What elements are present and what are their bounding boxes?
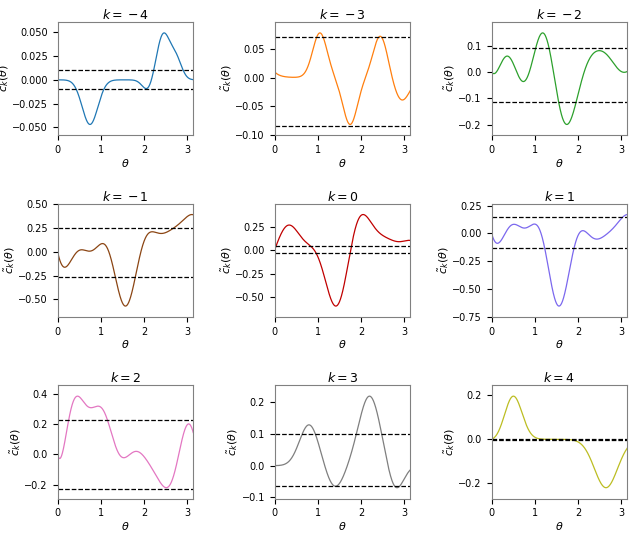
X-axis label: $\theta$: $\theta$ (121, 520, 130, 532)
X-axis label: $\theta$: $\theta$ (338, 338, 347, 350)
Y-axis label: $\tilde{c}_k(\theta)$: $\tilde{c}_k(\theta)$ (442, 65, 457, 93)
Y-axis label: $\tilde{c}_k(\theta)$: $\tilde{c}_k(\theta)$ (219, 65, 234, 93)
X-axis label: $\theta$: $\theta$ (121, 338, 130, 350)
X-axis label: $\theta$: $\theta$ (338, 520, 347, 532)
Y-axis label: $\tilde{c}_k(\theta)$: $\tilde{c}_k(\theta)$ (442, 428, 457, 456)
X-axis label: $\theta$: $\theta$ (338, 157, 347, 169)
Title: $k = -2$: $k = -2$ (536, 8, 582, 22)
Y-axis label: $\tilde{c}_k(\theta)$: $\tilde{c}_k(\theta)$ (0, 65, 11, 93)
Y-axis label: $\tilde{c}_k(\theta)$: $\tilde{c}_k(\theta)$ (219, 247, 234, 274)
Title: $k = -4$: $k = -4$ (102, 8, 149, 22)
Title: $k = 4$: $k = 4$ (543, 371, 575, 385)
X-axis label: $\theta$: $\theta$ (555, 157, 564, 169)
Title: $k = 2$: $k = 2$ (110, 371, 141, 385)
Title: $k = 1$: $k = 1$ (544, 190, 575, 203)
Title: $k = 3$: $k = 3$ (326, 371, 358, 385)
Y-axis label: $\tilde{c}_k(\theta)$: $\tilde{c}_k(\theta)$ (436, 247, 451, 274)
X-axis label: $\theta$: $\theta$ (121, 157, 130, 169)
Y-axis label: $\tilde{c}_k(\theta)$: $\tilde{c}_k(\theta)$ (2, 247, 17, 274)
Y-axis label: $\tilde{c}_k(\theta)$: $\tilde{c}_k(\theta)$ (225, 428, 240, 456)
Title: $k = -3$: $k = -3$ (319, 8, 366, 22)
Title: $k = 0$: $k = 0$ (326, 190, 358, 203)
Y-axis label: $\tilde{c}_k(\theta)$: $\tilde{c}_k(\theta)$ (8, 428, 23, 456)
X-axis label: $\theta$: $\theta$ (555, 520, 564, 532)
Title: $k = -1$: $k = -1$ (102, 190, 148, 203)
X-axis label: $\theta$: $\theta$ (555, 338, 564, 350)
